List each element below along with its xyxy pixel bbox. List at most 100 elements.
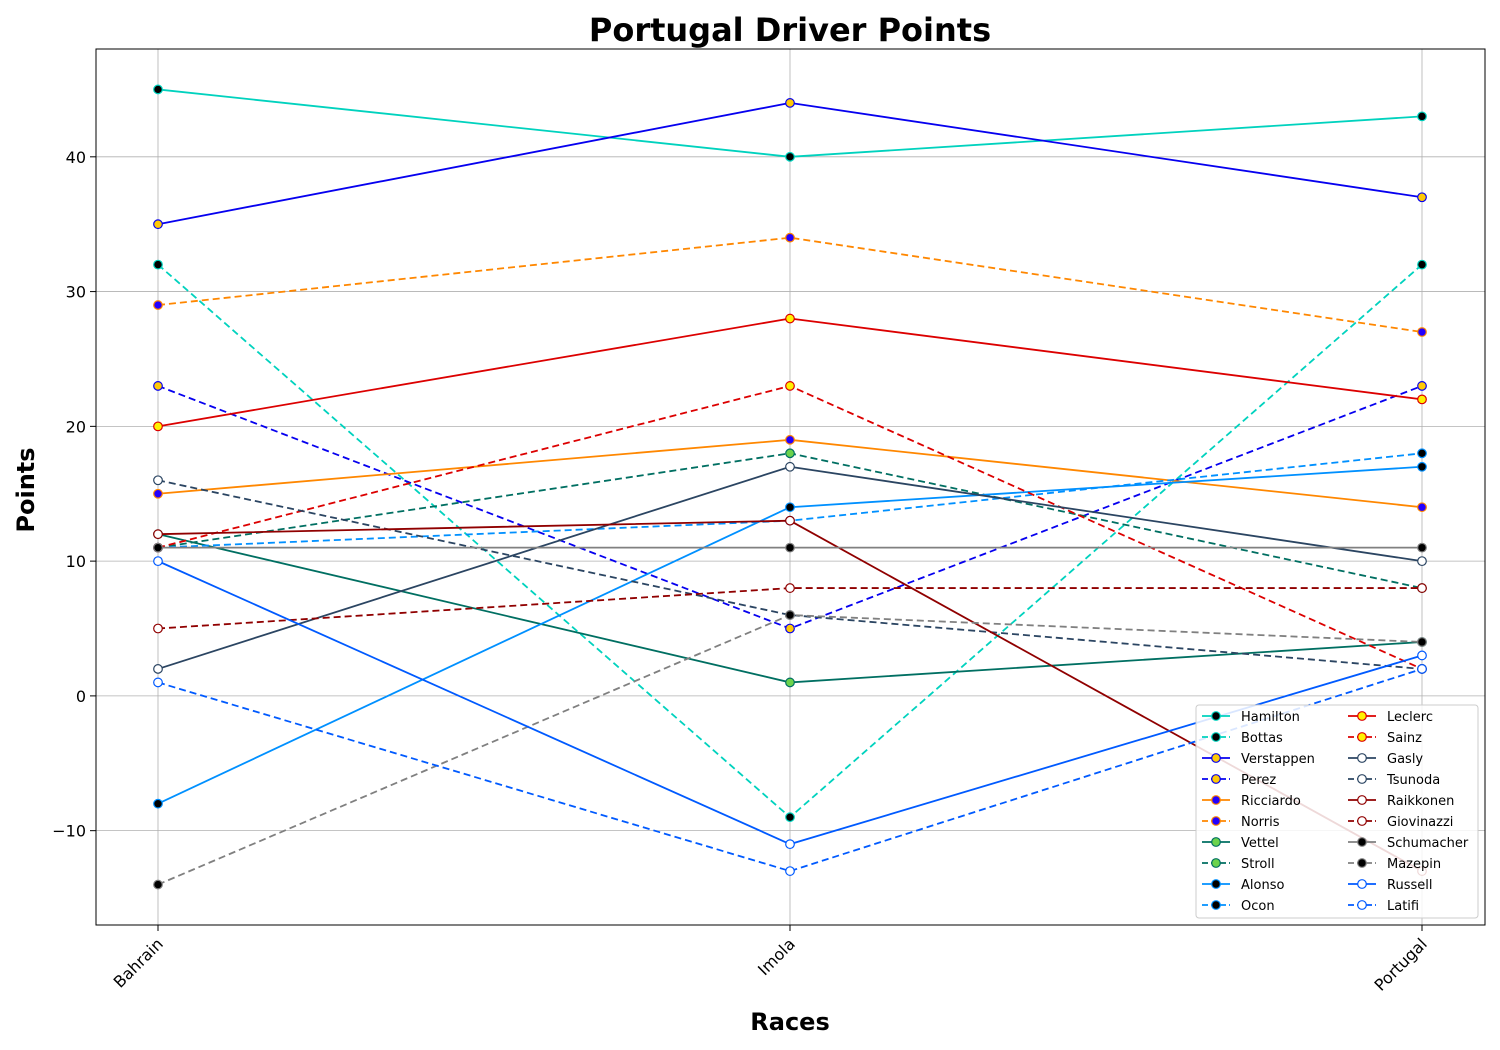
data-point-alonso: [153, 798, 163, 809]
legend-label-norris: Norris: [1241, 815, 1280, 830]
legend-marker-vettel: [1211, 837, 1221, 847]
data-point-russell: [785, 839, 795, 850]
legend-marker-bottas: [1211, 732, 1221, 742]
data-point-hamilton: [1417, 111, 1427, 122]
legend-label-verstappen: Verstappen: [1241, 752, 1315, 767]
legend-marker-hamilton: [1211, 711, 1221, 721]
legend-marker-stroll: [1211, 858, 1221, 868]
chart-title: Portugal Driver Points: [589, 11, 991, 49]
y-tick-label: 40: [66, 148, 86, 167]
data-point-ricciardo: [153, 488, 163, 499]
data-point-sainz: [785, 381, 795, 391]
legend-label-latifi: Latifi: [1387, 899, 1419, 914]
data-point-verstappen: [153, 219, 163, 230]
legend: Hamilton Bottas Verstappen Perez Ricciardo No…: [1195, 704, 1479, 919]
legend-label-tsunoda: Tsunoda: [1386, 773, 1440, 788]
legend-label-perez: Perez: [1241, 773, 1276, 788]
legend-marker-verstappen: [1211, 753, 1221, 763]
data-point-giovinazzi: [153, 623, 163, 634]
legend-label-hamilton: Hamilton: [1241, 710, 1300, 725]
data-point-ricciardo: [1417, 502, 1427, 513]
y-axis-title: Points: [12, 447, 40, 532]
legend-label-leclerc: Leclerc: [1387, 710, 1433, 725]
legend-label-gasly: Gasly: [1387, 752, 1423, 767]
data-point-leclerc: [153, 421, 163, 432]
data-point-leclerc: [1417, 394, 1427, 405]
legend-box: [1195, 704, 1479, 919]
legend-marker-ocon: [1211, 900, 1221, 910]
y-axis-ticks: −10 0 10 20 30 40: [52, 148, 96, 841]
legend-label-giovinazzi: Giovinazzi: [1387, 815, 1453, 830]
legend-label-alonso: Alonso: [1241, 878, 1284, 893]
data-point-stroll: [785, 448, 795, 459]
data-point-mazepin: [785, 610, 795, 620]
data-point-bottas: [1417, 259, 1427, 270]
legend-label-raikkonen: Raikkonen: [1387, 794, 1454, 809]
legend-marker-sainz: [1357, 732, 1367, 742]
legend-marker-gasly: [1357, 753, 1367, 763]
data-point-russell: [153, 556, 163, 567]
legend-label-russell: Russell: [1387, 878, 1432, 893]
data-point-hamilton: [785, 151, 795, 162]
legend-label-ocon: Ocon: [1241, 899, 1275, 914]
data-point-schumacher: [1417, 542, 1427, 553]
data-point-mazepin: [153, 879, 163, 890]
legend-marker-russell: [1357, 879, 1367, 889]
legend-marker-latifi: [1357, 900, 1367, 910]
data-point-norris: [785, 232, 795, 243]
y-tick-label: 20: [66, 417, 86, 436]
legend-marker-mazepin: [1357, 858, 1367, 868]
data-point-latifi: [1417, 664, 1427, 674]
data-point-ocon: [1417, 448, 1427, 459]
data-point-giovinazzi: [1417, 583, 1427, 593]
series-line-norris: [157, 236, 1423, 333]
legend-label-sainz: Sainz: [1387, 731, 1422, 746]
data-point-leclerc: [785, 313, 795, 324]
data-point-latifi: [785, 866, 795, 876]
legend-marker-alonso: [1211, 879, 1221, 889]
y-tick-label: 10: [66, 552, 86, 571]
data-point-verstappen: [785, 98, 795, 108]
data-point-bottas: [153, 259, 163, 270]
data-point-schumacher: [153, 542, 163, 553]
data-point-perez: [1417, 381, 1427, 391]
series-line-tsunoda: [157, 479, 1423, 670]
legend-label-schumacher: Schumacher: [1387, 836, 1469, 851]
data-point-bottas: [785, 812, 795, 823]
data-point-tsunoda: [153, 475, 163, 486]
legend-marker-perez: [1211, 774, 1221, 784]
data-point-norris: [1417, 327, 1427, 337]
data-point-mazepin: [1417, 637, 1427, 647]
legend-marker-giovinazzi: [1357, 816, 1367, 826]
data-point-latifi: [153, 677, 163, 688]
data-point-vettel: [785, 677, 795, 688]
legend-marker-norris: [1211, 816, 1221, 826]
legend-label-stroll: Stroll: [1241, 857, 1275, 872]
data-point-perez: [785, 623, 795, 634]
data-point-russell: [1417, 650, 1427, 661]
data-point-giovinazzi: [785, 583, 795, 593]
data-point-alonso: [1417, 461, 1427, 472]
y-tick-label: 30: [66, 283, 86, 302]
series-layer: [153, 84, 1427, 890]
legend-label-vettel: Vettel: [1241, 836, 1279, 851]
legend-label-ricciardo: Ricciardo: [1241, 794, 1301, 809]
data-point-raikkonen: [785, 515, 795, 526]
data-point-gasly: [153, 664, 163, 674]
legend-marker-leclerc: [1357, 711, 1367, 721]
legend-marker-ricciardo: [1211, 795, 1221, 805]
y-tick-label: −10: [52, 822, 86, 841]
data-point-schumacher: [785, 542, 795, 553]
data-point-alonso: [785, 502, 795, 513]
legend-label-mazepin: Mazepin: [1387, 857, 1441, 872]
legend-marker-tsunoda: [1357, 774, 1367, 784]
data-point-hamilton: [153, 84, 163, 95]
data-point-verstappen: [1417, 192, 1427, 203]
data-point-gasly: [1417, 556, 1427, 567]
legend-label-bottas: Bottas: [1241, 731, 1283, 746]
data-point-perez: [153, 381, 163, 391]
y-tick-label: 0: [76, 687, 86, 706]
legend-marker-schumacher: [1357, 837, 1367, 847]
legend-marker-raikkonen: [1357, 795, 1367, 805]
